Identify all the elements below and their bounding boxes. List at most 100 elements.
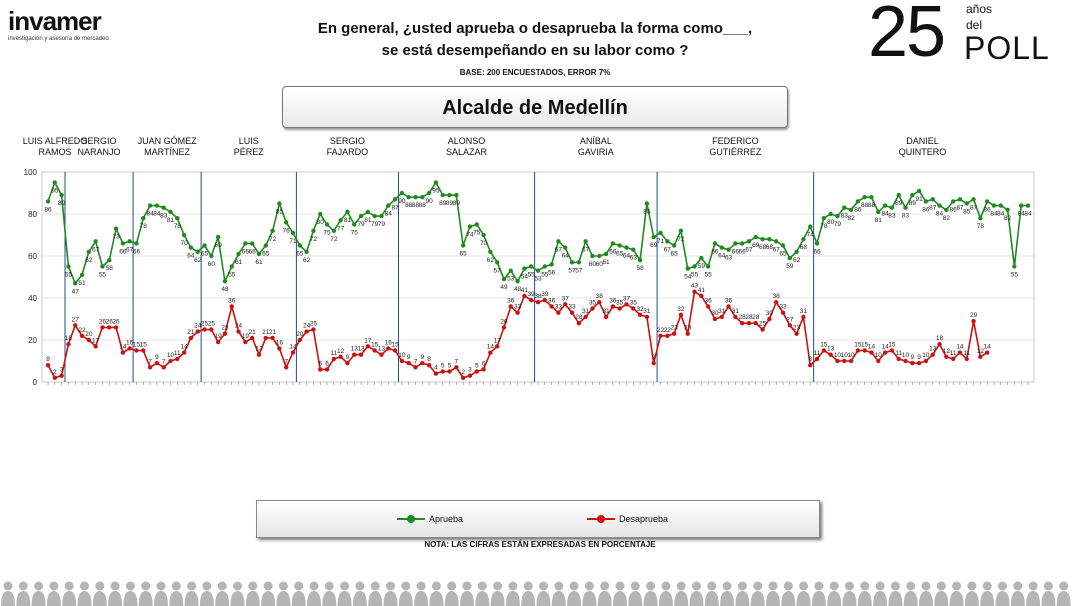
mayor-label-line2: GAVIRIA [577, 147, 614, 157]
series-1-point [168, 358, 173, 364]
series-0-point [93, 239, 98, 244]
series-1-data-label: 9 [155, 354, 159, 361]
legend-swatch-disapprove [587, 515, 615, 523]
series-0-point [848, 207, 854, 212]
series-0-point [821, 216, 827, 221]
series-1-point [869, 350, 874, 355]
series-1-data-label: 11 [895, 350, 902, 357]
series-1-data-label: 33 [568, 304, 576, 311]
invamer-logo: invamer investigación y asesoría de merc… [8, 8, 128, 42]
crowd-head [477, 581, 487, 591]
series-0-data-label: 61 [602, 259, 610, 266]
series-1-point [814, 356, 820, 362]
series-0-data-label: 84 [990, 211, 998, 218]
mayor-label-line1: FEDERICO [712, 136, 759, 146]
series-0-point [773, 239, 779, 244]
series-1-data-label: 24 [235, 323, 243, 330]
crowd-head [324, 581, 334, 591]
series-1-data-label: 17 [364, 337, 372, 344]
series-1-data-label: 9 [652, 354, 656, 361]
crowd-head [768, 581, 778, 591]
series-0-point [413, 195, 418, 200]
series-1-data-label: 12 [943, 348, 951, 355]
series-1-data-label: 30 [766, 310, 774, 317]
series-0-point [311, 228, 316, 233]
anniversary-badge: 25 años del POLL [868, 0, 1068, 72]
series-1-point [467, 373, 473, 378]
series-1-point [440, 369, 445, 374]
series-1-point [229, 304, 234, 309]
series-0-data-label: 64 [187, 253, 195, 260]
series-0-data-label: 83 [160, 213, 168, 220]
series-0-point [678, 228, 684, 233]
series-1-data-label: 11 [174, 350, 181, 357]
series-1-data-label: 36 [507, 297, 515, 304]
crowd-body [352, 591, 367, 606]
series-1-data-label: 6 [318, 360, 322, 367]
legend-label-disapprove: Desaprueba [619, 514, 669, 524]
crowd-head [722, 581, 732, 591]
series-0-data-label: 63 [630, 255, 638, 262]
series-0-point [978, 216, 983, 221]
series-1-point [386, 346, 391, 351]
crowd-body [704, 591, 719, 606]
anniversary-brand: POLL [964, 30, 1050, 66]
crowd-head [921, 581, 931, 591]
series-0-data-label: 84 [936, 211, 944, 218]
crowd-head [661, 581, 671, 591]
crowd-body [781, 591, 796, 606]
y-tick-label-80: 80 [28, 210, 37, 219]
series-0-data-label: 86 [44, 206, 52, 213]
series-0-data-label: 65 [262, 251, 270, 258]
series-1-point [454, 365, 459, 370]
series-0-data-label: 84 [1018, 211, 1026, 218]
series-0-point [460, 243, 466, 248]
mayor-label-3: LUIS PÉREZ [194, 136, 304, 158]
series-1-data-label: 31 [800, 308, 808, 315]
series-0-point [1018, 203, 1024, 208]
series-1-point [842, 358, 847, 364]
series-0-point [705, 264, 711, 269]
series-0-data-label: 55 [1011, 272, 1019, 279]
mayor-label-line2: GUTIÉRREZ [709, 147, 762, 157]
crowd-body [383, 591, 398, 606]
series-1-data-label: 9 [407, 354, 411, 361]
series-1-data-label: 11 [950, 350, 957, 357]
series-0-data-label: 57 [494, 267, 502, 274]
series-1-data-label: 28 [752, 314, 760, 321]
series-0-data-label: 62 [487, 257, 495, 264]
crowd-head [278, 581, 288, 591]
series-1-data-label: 35 [589, 300, 597, 307]
series-1-data-label: 3 [60, 367, 64, 374]
series-1-data-label: 38 [534, 293, 542, 300]
series-1-data-label: 35 [630, 300, 638, 307]
y-tick-label-0: 0 [33, 378, 38, 387]
series-0-data-label: 95 [51, 188, 59, 195]
series-1-data-label: 5 [475, 363, 479, 370]
series-0-data-label: 65 [779, 251, 787, 258]
series-1-point [678, 312, 684, 317]
series-0-point [474, 222, 479, 227]
series-0-data-label: 55 [691, 272, 699, 279]
series-1-data-label: 31 [602, 308, 610, 315]
crowd-body [31, 591, 46, 606]
mayor-label-line1: JUAN GÓMEZ [137, 136, 197, 146]
series-0-data-label: 87 [970, 204, 978, 211]
crowd-head [141, 581, 151, 591]
crowd-body [368, 591, 383, 606]
crowd-head [171, 581, 181, 591]
series-0-data-label: 47 [72, 288, 80, 295]
series-1-point [113, 325, 119, 330]
series-0-data-label: 69 [650, 242, 658, 249]
series-1-data-label: 4 [434, 365, 438, 372]
crowd-body [1056, 591, 1071, 606]
crowd-head [125, 581, 135, 591]
series-1-point [345, 360, 350, 366]
series-1-point [542, 297, 548, 303]
series-1-point [862, 348, 867, 353]
series-0-data-label: 66 [133, 248, 141, 255]
series-1-data-label: 13 [929, 346, 937, 353]
series-1-point [787, 323, 793, 328]
series-0-data-label: 65 [201, 251, 209, 258]
series-0-data-label: 72 [310, 236, 318, 243]
